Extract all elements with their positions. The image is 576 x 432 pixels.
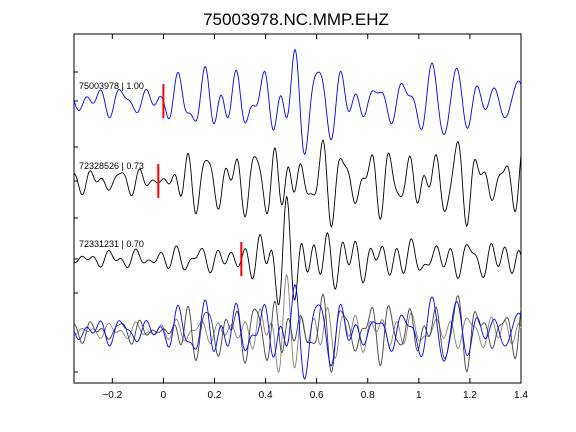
x-tick-label: 0.4 bbox=[259, 390, 273, 401]
overlay-trace-72331231 bbox=[73, 273, 522, 373]
x-tick-label: 1.2 bbox=[463, 390, 477, 401]
x-axis: −0.2 0 0.2 0.4 0.6 0.8 1 1.2 1.4 bbox=[74, 34, 528, 401]
trace-label-75003978: 75003978 | 1.00 bbox=[79, 81, 144, 91]
overlay-trace-75003978 bbox=[73, 283, 522, 380]
x-tick-label: 0.6 bbox=[310, 390, 324, 401]
trace-72331231-line bbox=[73, 195, 522, 306]
traces-layer: 75003978 | 1.00 72328526 | 0.73 72331231 |… bbox=[73, 48, 522, 380]
trace-label-72331231: 72331231 | 0.70 bbox=[79, 239, 144, 249]
plot-frame bbox=[73, 33, 522, 384]
x-tick-label: 0.8 bbox=[361, 390, 375, 401]
x-tick-label: 0.2 bbox=[208, 390, 222, 401]
x-tick-label: −0.2 bbox=[102, 390, 122, 401]
trace-label-72328526: 72328526 | 0.73 bbox=[79, 161, 144, 171]
x-tick-label: 0 bbox=[161, 390, 167, 401]
x-tick-label: 1.4 bbox=[514, 390, 528, 401]
chart-title: 75003978.NC.MMP.EHZ bbox=[203, 10, 389, 29]
x-tick-label: 1 bbox=[416, 390, 422, 401]
trace-72328526-line bbox=[73, 139, 522, 228]
trace-75003978-line bbox=[73, 48, 522, 156]
